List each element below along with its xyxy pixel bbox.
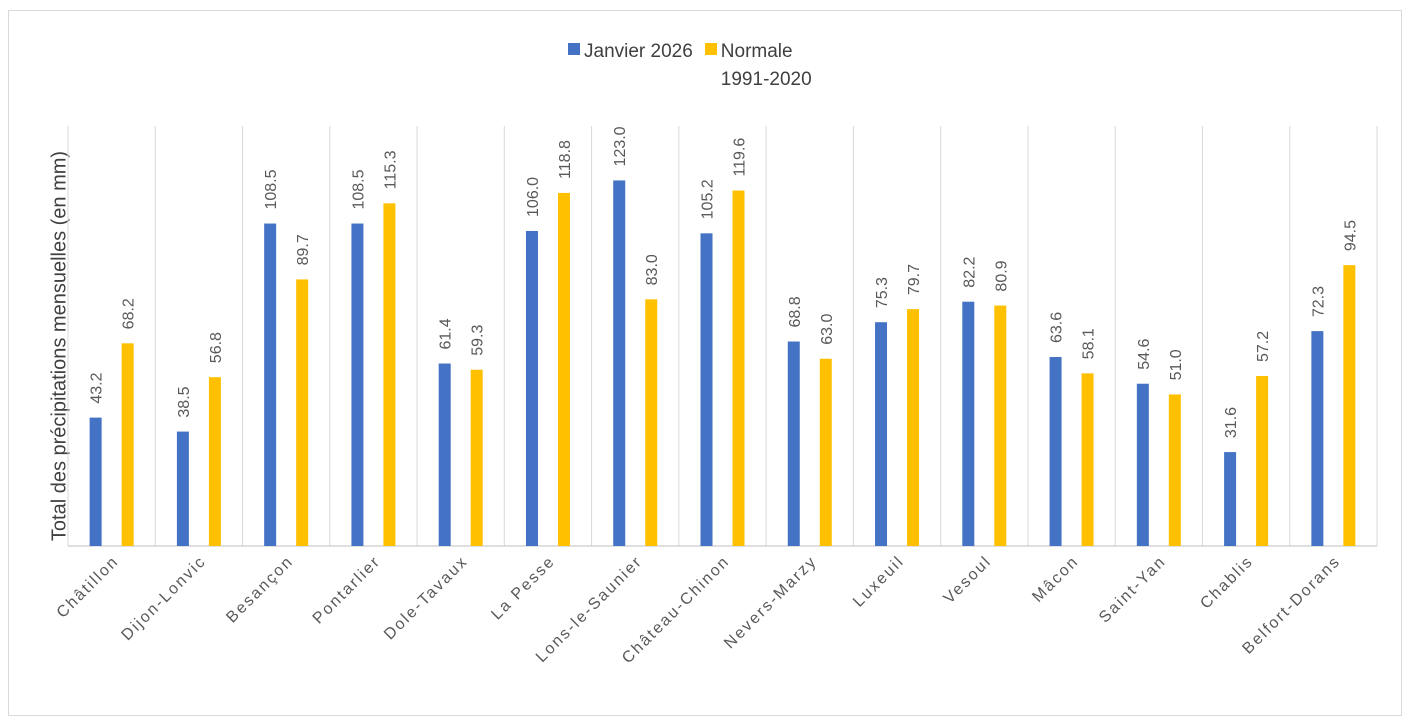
x-tick-label: Mâcon bbox=[1029, 553, 1082, 606]
data-label-normale: 56.8 bbox=[208, 332, 225, 363]
data-label-janvier: 106.0 bbox=[525, 177, 542, 217]
data-label-normale: 58.1 bbox=[1081, 328, 1098, 359]
bar-normale bbox=[1081, 373, 1094, 546]
bar-normale bbox=[907, 309, 920, 546]
bar-normale bbox=[121, 343, 134, 546]
bar-janvier bbox=[438, 363, 451, 546]
data-label-janvier: 63.6 bbox=[1049, 312, 1066, 343]
data-label-janvier: 108.5 bbox=[350, 169, 367, 209]
bar-janvier bbox=[700, 233, 713, 547]
x-tick-label: Dole-Tavaux bbox=[381, 553, 471, 643]
legend-label-janvier: Janvier 2026 bbox=[584, 41, 693, 62]
legend-swatch-normale bbox=[704, 43, 717, 55]
legend-item-normale: Normale 1991-2020 bbox=[704, 38, 831, 94]
x-tick-label: Besançon bbox=[223, 553, 297, 627]
bar-janvier bbox=[89, 417, 102, 546]
data-label-normale: 119.6 bbox=[732, 138, 749, 177]
data-label-janvier: 75.3 bbox=[874, 277, 891, 308]
bar-janvier bbox=[1136, 383, 1149, 546]
data-label-janvier: 54.6 bbox=[1136, 338, 1153, 369]
data-label-janvier: 43.2 bbox=[89, 372, 106, 403]
bar-normale bbox=[1256, 376, 1269, 546]
data-label-janvier: 108.5 bbox=[263, 169, 280, 209]
bar-normale bbox=[645, 299, 658, 546]
x-tick-label: Châtillon bbox=[54, 553, 123, 622]
x-tick-label: Vesoul bbox=[941, 553, 995, 607]
data-label-janvier: 61.4 bbox=[438, 318, 455, 349]
chart-frame bbox=[8, 10, 1402, 716]
data-label-janvier: 123.0 bbox=[612, 126, 629, 166]
x-tick-label: Saint-Yan bbox=[1096, 553, 1170, 627]
data-label-janvier: 38.5 bbox=[176, 386, 193, 417]
legend-swatch-janvier bbox=[568, 43, 580, 55]
data-label-normale: 115.3 bbox=[382, 150, 399, 189]
bar-normale bbox=[208, 377, 221, 546]
bar-janvier bbox=[264, 223, 277, 546]
data-label-normale: 59.3 bbox=[470, 325, 487, 356]
data-label-janvier: 105.2 bbox=[700, 179, 717, 219]
bar-normale bbox=[732, 190, 745, 546]
bar-janvier bbox=[787, 341, 800, 546]
x-tick-label: Luxeuil bbox=[850, 553, 908, 611]
bar-janvier bbox=[351, 223, 364, 546]
x-tick-label: Pontarlier bbox=[310, 553, 385, 628]
bar-janvier bbox=[1311, 331, 1324, 546]
data-label-normale: 118.8 bbox=[557, 140, 574, 179]
bar-normale bbox=[470, 369, 483, 546]
data-label-janvier: 72.3 bbox=[1310, 286, 1327, 317]
legend-label-normale: Normale 1991-2020 bbox=[720, 41, 812, 90]
x-tick-label: Belfort-Dorans bbox=[1239, 553, 1344, 658]
data-label-janvier: 82.2 bbox=[961, 256, 978, 287]
legend: Janvier 2026 Normale 1991-2020 bbox=[568, 38, 843, 94]
x-tick-label: Nevers-Marzy bbox=[721, 553, 820, 652]
data-label-normale: 79.7 bbox=[906, 264, 923, 295]
data-label-janvier: 68.8 bbox=[787, 296, 804, 327]
bar-janvier bbox=[1049, 356, 1062, 546]
data-label-normale: 80.9 bbox=[993, 260, 1010, 291]
data-label-normale: 89.7 bbox=[295, 234, 312, 265]
bar-normale bbox=[383, 203, 396, 546]
data-label-normale: 68.2 bbox=[121, 298, 138, 329]
bar-janvier bbox=[176, 431, 189, 546]
data-label-normale: 51.0 bbox=[1168, 349, 1185, 380]
bar-normale bbox=[994, 305, 1007, 546]
bar-normale bbox=[1343, 265, 1356, 546]
bar-janvier bbox=[1224, 452, 1237, 546]
bar-janvier bbox=[613, 180, 626, 546]
x-tick-label: Dijon-Lonvic bbox=[118, 553, 209, 644]
x-tick-label: Chablis bbox=[1197, 553, 1257, 613]
legend-item-janvier: Janvier 2026 bbox=[568, 38, 693, 66]
x-tick-label: La Pesse bbox=[488, 553, 559, 624]
data-label-normale: 94.5 bbox=[1342, 220, 1359, 251]
data-label-normale: 57.2 bbox=[1255, 331, 1272, 362]
bar-janvier bbox=[875, 322, 888, 546]
bar-normale bbox=[819, 358, 832, 546]
data-label-janvier: 31.6 bbox=[1223, 407, 1240, 438]
bar-normale bbox=[296, 279, 309, 546]
data-label-normale: 83.0 bbox=[644, 254, 661, 285]
bar-janvier bbox=[525, 230, 538, 546]
data-label-normale: 63.0 bbox=[819, 314, 836, 345]
bar-normale bbox=[557, 192, 570, 547]
bar-janvier bbox=[962, 301, 975, 546]
bar-normale bbox=[1168, 394, 1181, 546]
